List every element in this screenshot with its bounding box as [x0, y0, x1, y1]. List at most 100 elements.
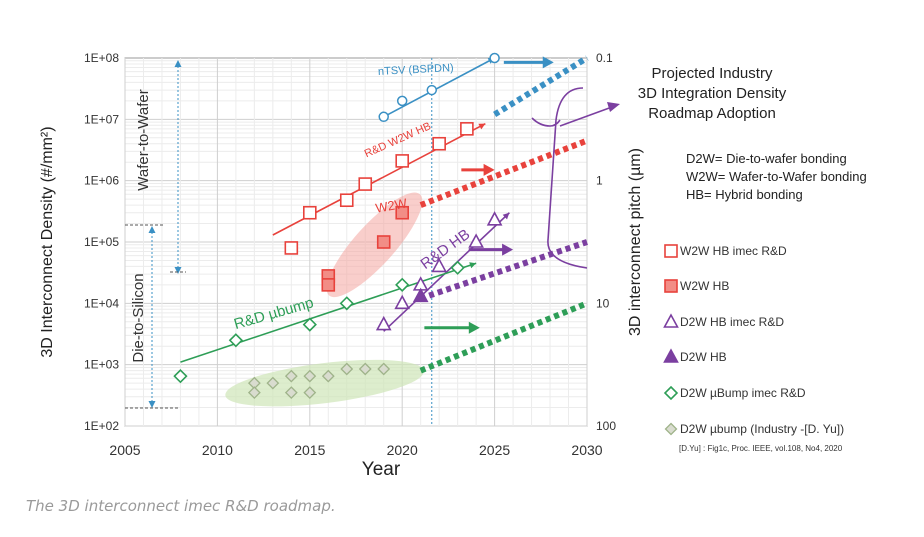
y-tick-label: 1E+02 [84, 419, 119, 433]
legend-marker [664, 244, 678, 258]
legend-marker [664, 279, 678, 293]
legend-label: W2W HB imec R&D [680, 244, 787, 258]
data-point [378, 111, 389, 123]
projection-line [419, 137, 589, 208]
data-points [173, 52, 503, 400]
data-point [303, 386, 317, 400]
data-point [426, 84, 438, 96]
y-tick-label: 1E+04 [84, 296, 119, 310]
data-point [228, 333, 244, 348]
y-tick-label: 1E+03 [84, 358, 119, 372]
data-point [339, 296, 354, 311]
x-tick-label: 2025 [479, 442, 510, 458]
projection-line [493, 55, 589, 118]
interconnect-roadmap-chart: 2005 2010 2015 2020 2025 2030 1E+02 1E+03 1E+04 1… [39, 51, 867, 480]
data-point [358, 362, 372, 376]
y2-tick-label: 10 [596, 296, 610, 310]
ubump-industry-region [225, 359, 424, 407]
legend-label: D2W HB [680, 350, 727, 364]
trend-arrowhead [469, 262, 477, 269]
w2w-label: W2W [374, 195, 409, 215]
wafer-to-wafer-range-bottom [174, 267, 182, 274]
x-tick-label: 2030 [571, 442, 602, 458]
legend-label: D2W HB imec R&D [680, 315, 784, 329]
y2-tick-label: 0.1 [596, 51, 613, 65]
data-point [358, 177, 373, 191]
data-point [460, 122, 474, 136]
legend-label: W2W HB [680, 279, 729, 293]
y-tick-label: 1E+07 [84, 112, 119, 126]
data-point [376, 235, 391, 249]
y-tick-label: 1E+05 [84, 235, 119, 249]
data-point [321, 278, 336, 292]
legend: W2W HB imec R&D W2W HB D2W HB imec R&D D2W … [663, 244, 844, 436]
data-point [468, 233, 484, 248]
data-point [321, 369, 335, 383]
brace-pointer-head [607, 102, 620, 112]
projection-lines [419, 55, 589, 374]
ubump-arrow-head [468, 321, 480, 334]
data-point [284, 386, 298, 400]
y-axis-title: 3D Interconnect Density (#/mm²) [39, 126, 56, 357]
projection-line [419, 300, 589, 374]
data-point [340, 362, 354, 376]
wafer-to-wafer-range-top [174, 60, 182, 67]
projection-brace [531, 87, 588, 269]
legend-marker [663, 385, 679, 401]
data-point [395, 277, 410, 293]
data-point [302, 205, 317, 220]
brace-pointer [559, 106, 613, 127]
x-axis-title: Year [362, 459, 401, 480]
legend-label: D2W µbump (Industry -[D. Yu]) [680, 422, 844, 436]
trend-arrowhead [478, 123, 486, 130]
data-point [432, 136, 446, 151]
data-point [396, 95, 408, 107]
data-point [375, 315, 392, 331]
y2-tick-label: 1 [596, 174, 603, 188]
die-to-silicon-range-top [148, 226, 156, 233]
data-point [450, 260, 465, 275]
data-point [284, 369, 298, 383]
data-point [302, 317, 317, 332]
arrows [125, 56, 620, 409]
axes: 2005 2010 2015 2020 2025 2030 1E+02 1E+03 1E+04 1… [39, 51, 644, 480]
x-tick-label: 2005 [109, 442, 140, 458]
figure-caption: The 3D interconnect imec R&D roadmap. [26, 497, 336, 515]
legend-label: D2W µBump imec R&D [680, 386, 806, 400]
wafer-to-wafer-label: Wafer-to-Wafer [135, 89, 152, 190]
trend-arrowhead [502, 212, 510, 220]
data-point [489, 52, 500, 64]
y-tick-label: 1E+08 [84, 51, 119, 65]
y-tick-label: 1E+06 [84, 174, 119, 188]
reference-note: [D.Yu] : Fig1c, Proc. IEEE, vol.108, No4… [679, 444, 843, 453]
data-point [486, 211, 503, 226]
projected-title-line: 3D Integration Density [638, 85, 787, 102]
legend-marker [664, 422, 678, 436]
die-to-silicon-range-bottom [148, 401, 156, 408]
data-point [173, 369, 188, 384]
data-point [339, 193, 354, 208]
data-point [247, 386, 261, 400]
data-point [412, 287, 429, 303]
die-to-silicon-label: Die-to-Silicon [130, 273, 147, 362]
data-point [395, 154, 410, 168]
data-point [284, 241, 299, 255]
x-tick-label: 2010 [202, 442, 233, 458]
trend-line [180, 262, 477, 363]
ntsv-arrow-head [542, 56, 554, 69]
data-point [395, 205, 410, 220]
hb-arrow-head [502, 243, 514, 256]
y2-axis-title: 3D interconnect pitch (µm) [627, 148, 644, 336]
projected-title-line: Roadmap Adoption [648, 105, 776, 122]
x-tick-label: 2015 [294, 442, 325, 458]
data-point [431, 257, 448, 273]
definition-line: W2W= Wafer-to-Wafer bonding [686, 169, 867, 184]
w2w-arrow-head [483, 163, 495, 176]
data-point [394, 294, 411, 310]
x-tick-label: 2020 [387, 442, 418, 458]
projection-line [419, 239, 588, 302]
data-point [266, 376, 280, 390]
legend-marker [663, 348, 679, 363]
data-point [377, 362, 391, 376]
definition-line: HB= Hybrid bonding [686, 187, 803, 202]
